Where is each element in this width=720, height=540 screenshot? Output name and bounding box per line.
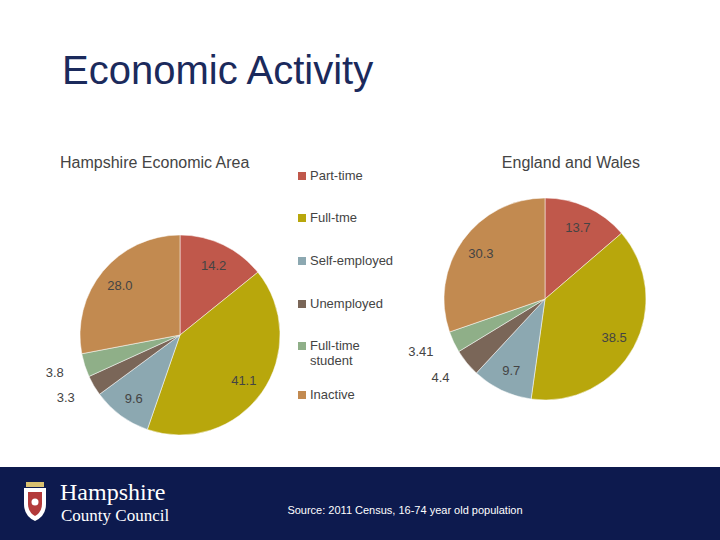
data-label: 9.7 xyxy=(502,363,520,378)
slide: Economic Activity Hampshire Economic Area… xyxy=(0,0,720,540)
legend-swatch xyxy=(298,342,306,350)
crest xyxy=(24,482,46,521)
data-label: 13.7 xyxy=(565,220,590,235)
data-label: 28.0 xyxy=(107,278,132,293)
pie-title: Hampshire Economic Area xyxy=(60,154,250,171)
slide-title: Economic Activity xyxy=(62,48,373,92)
legend-swatch xyxy=(298,172,306,180)
legend-label: Self-employed xyxy=(310,253,440,268)
org-name: County Council xyxy=(61,506,169,525)
legend-label: Full-tme xyxy=(310,210,440,225)
data-label: 9.6 xyxy=(125,391,143,406)
data-label: 30.3 xyxy=(468,246,493,261)
source-note: Source: 2011 Census, 16-74 year old popu… xyxy=(287,504,522,516)
legend-label: Unemployed xyxy=(310,296,440,311)
data-label: 4.4 xyxy=(432,370,450,385)
pie-title: England and Wales xyxy=(502,154,640,171)
legend-swatch xyxy=(298,257,306,265)
org-name: Hampshire xyxy=(60,479,165,505)
data-label: 3.41 xyxy=(408,344,433,359)
legend-swatch xyxy=(298,300,306,308)
legend-label: Full-time student xyxy=(310,338,388,368)
legend-label: Inactive xyxy=(310,387,440,402)
data-label: 3.3 xyxy=(57,390,75,405)
pie-slice xyxy=(531,233,646,400)
data-label: 41.1 xyxy=(231,373,256,388)
legend-swatch xyxy=(298,214,306,222)
data-label: 38.5 xyxy=(602,330,627,345)
data-label: 14.2 xyxy=(201,258,226,273)
pie-slice xyxy=(80,235,180,354)
footer-band xyxy=(0,467,720,540)
pie xyxy=(444,198,646,400)
legend-label: Part-time xyxy=(310,168,440,183)
data-label: 3.8 xyxy=(46,365,64,380)
legend-swatch xyxy=(298,391,306,399)
pie xyxy=(80,235,280,435)
pie-slice xyxy=(444,198,545,332)
